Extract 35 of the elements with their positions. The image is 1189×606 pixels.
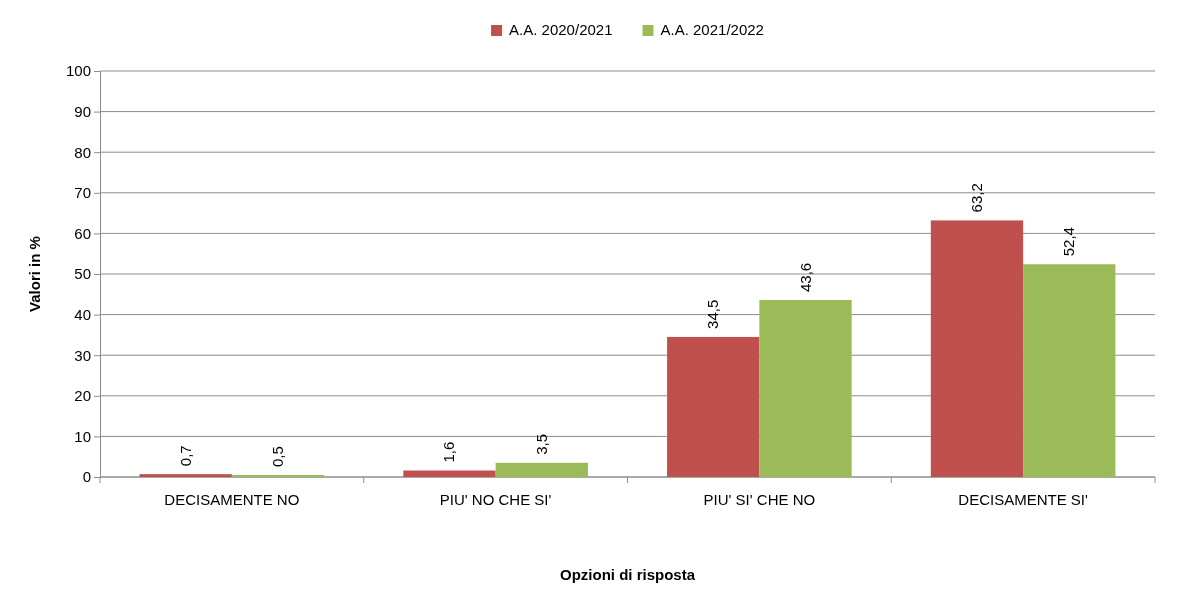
y-tick-label: 40 bbox=[74, 305, 91, 323]
y-tick-label: 20 bbox=[74, 387, 91, 405]
x-tick-label: DECISAMENTE NO bbox=[164, 491, 300, 508]
bar bbox=[403, 470, 496, 477]
data-label: 34,5 bbox=[704, 299, 722, 329]
x-tick-label: DECISAMENTE SI' bbox=[958, 491, 1089, 508]
y-tick-label: 10 bbox=[74, 427, 91, 445]
y-tick-label: 30 bbox=[74, 346, 91, 364]
bar bbox=[930, 220, 1024, 477]
data-label: 63,2 bbox=[967, 183, 985, 213]
bar bbox=[667, 336, 760, 477]
y-tick-label: 90 bbox=[74, 102, 91, 120]
legend-label: A.A. 2020/2021 bbox=[509, 21, 613, 38]
y-tick-label: 50 bbox=[74, 265, 91, 283]
x-tick-label: PIU' SI' CHE NO bbox=[703, 491, 816, 508]
bar bbox=[139, 474, 232, 477]
x-tick-label: PIU' NO CHE SI' bbox=[439, 491, 552, 508]
y-tick-label: 100 bbox=[65, 62, 91, 80]
data-label: 43,6 bbox=[796, 262, 814, 292]
legend-label: A.A. 2021/2022 bbox=[660, 21, 764, 38]
bar bbox=[495, 462, 588, 477]
bar bbox=[759, 299, 852, 477]
data-label: 3,5 bbox=[532, 433, 550, 455]
x-axis-title: Opzioni di risposta bbox=[559, 566, 696, 583]
data-label: 0,5 bbox=[269, 446, 287, 467]
y-axis-title: Valori in % bbox=[26, 236, 43, 312]
y-tick-label: 60 bbox=[74, 224, 91, 242]
data-label: 0,7 bbox=[176, 445, 194, 467]
bar bbox=[1023, 264, 1116, 477]
y-tick-label: 0 bbox=[82, 468, 91, 486]
data-label: 1,6 bbox=[440, 441, 458, 463]
bar bbox=[231, 474, 325, 477]
data-label: 52,4 bbox=[1060, 227, 1078, 257]
y-tick-label: 70 bbox=[74, 184, 91, 202]
y-tick-label: 80 bbox=[74, 143, 91, 161]
